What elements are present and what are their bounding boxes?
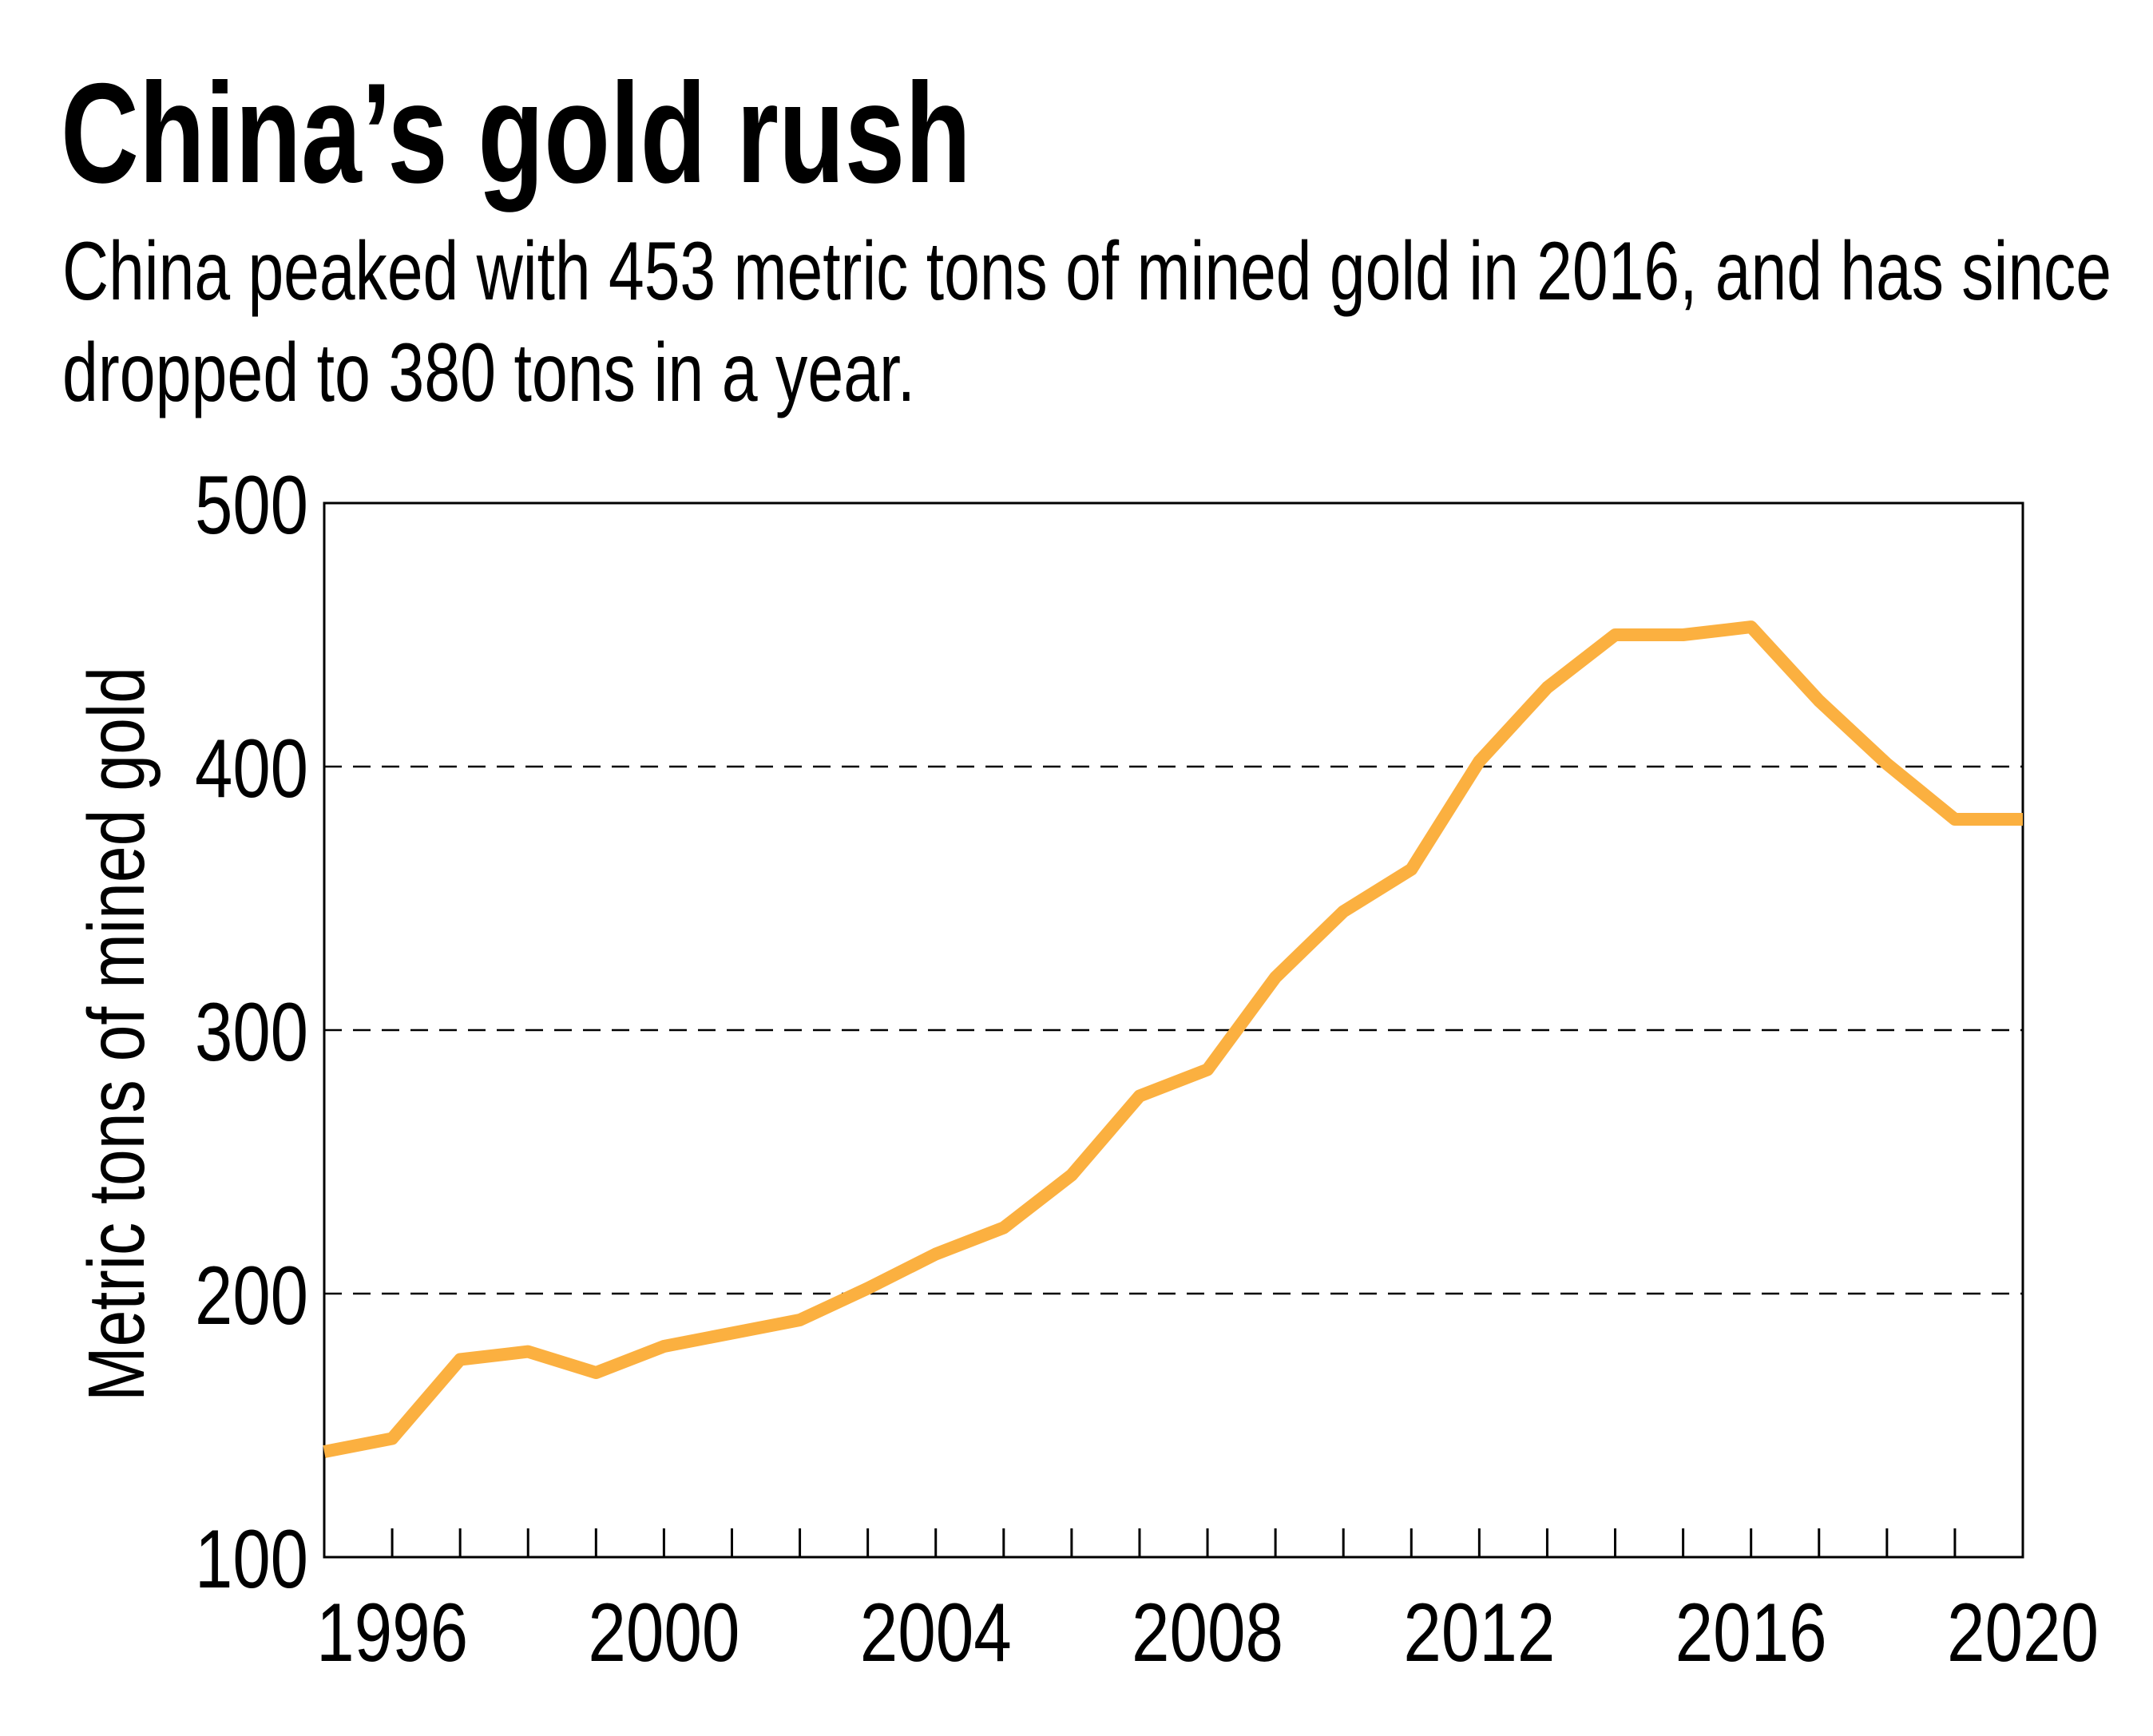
series-line [323,620,2023,1458]
y-tick-label: 500 [195,459,308,552]
x-tick-label: 2008 [1132,1587,1283,1679]
chart-subtitle-line-1: China peaked with 453 metric tons of min… [62,225,2111,318]
y-tick-label: 300 [195,986,308,1079]
y-tick-label: 200 [195,1250,308,1342]
x-axis: 1996 2000 2004 2008 2012 2016 2020 [316,1528,2099,1679]
x-tick-label: 2016 [1675,1587,1827,1679]
y-axis-label: Metric tons of mined gold [72,667,161,1401]
x-tick-label: 2004 [860,1587,1012,1679]
y-tick-label: 100 [195,1513,308,1606]
y-tick-label: 400 [195,723,308,815]
x-tick-label: 2012 [1403,1587,1555,1679]
x-tick-label: 2020 [1947,1587,2099,1679]
plot-frame [323,501,2024,1559]
x-tick-label: 1996 [316,1587,468,1679]
x-tick-label: 2000 [588,1587,739,1679]
chart-subtitle-line-2: dropped to 380 tons in a year. [62,327,915,419]
chart-title: China’s gold rush [61,54,971,212]
y-axis: 100 200 300 400 500 [195,459,308,1606]
gridlines [324,765,2023,1295]
